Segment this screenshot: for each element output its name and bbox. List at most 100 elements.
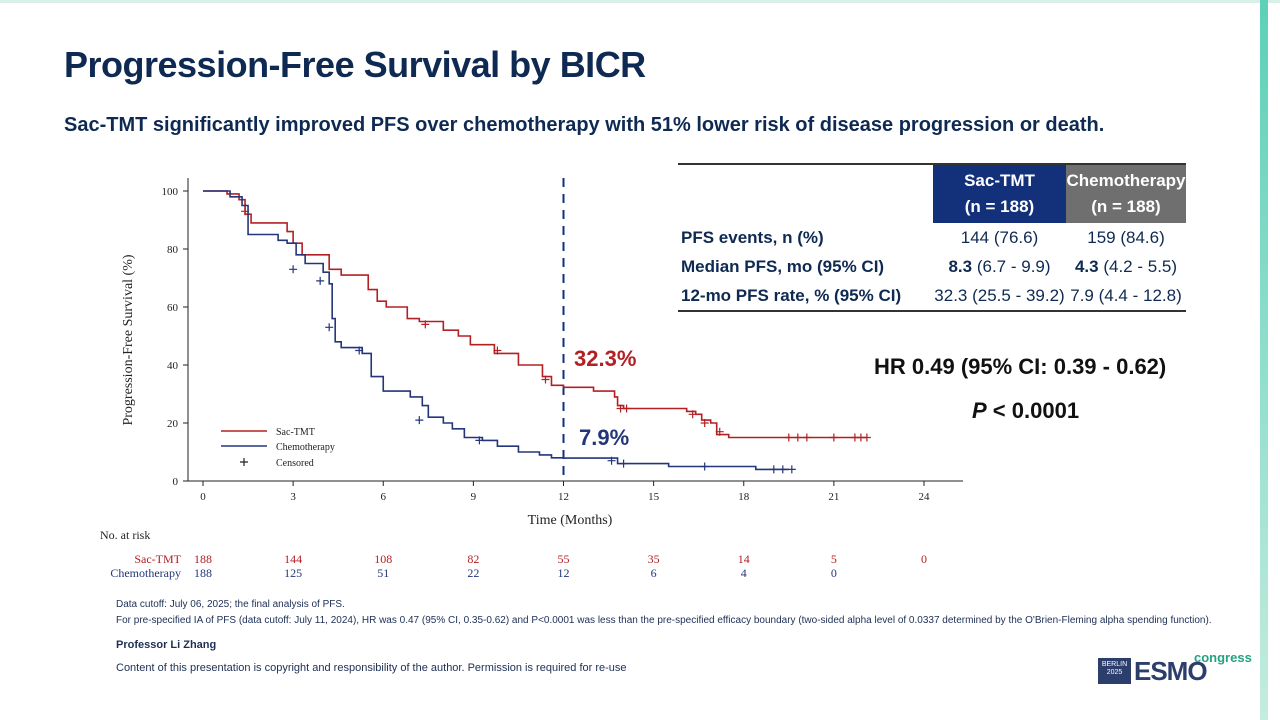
x-tick-label: 6 bbox=[381, 491, 387, 503]
at-risk-count: 35 bbox=[647, 552, 660, 566]
at-risk-count: 55 bbox=[557, 552, 570, 566]
sac-tmt-cell-value: 32.3 (25.5 - 39.2) bbox=[934, 285, 1065, 305]
chemotherapy-censor-mark bbox=[475, 436, 484, 445]
logo-city: BERLIN bbox=[1101, 661, 1128, 668]
sac-tmt-censor-mark bbox=[421, 320, 430, 329]
chemotherapy-censor-mark bbox=[619, 459, 628, 468]
sac-tmt-censor-mark bbox=[622, 404, 631, 413]
y-tick-label: 60 bbox=[167, 302, 179, 314]
chemo-cell: 159 (84.6) bbox=[1066, 223, 1186, 252]
x-tick-label: 12 bbox=[558, 491, 569, 503]
footnote-interim-analysis: For pre-specified IA of PFS (data cutoff… bbox=[116, 615, 1212, 626]
chemotherapy-censor-mark bbox=[415, 416, 424, 425]
pfs-summary-table: Sac-TMT (n = 188) Chemotherapy (n = 188)… bbox=[678, 163, 1186, 312]
at-risk-count: 22 bbox=[467, 566, 480, 580]
at-risk-row-label: Chemotherapy bbox=[110, 566, 181, 580]
sac-tmt-cell: 8.3 (6.7 - 9.9) bbox=[933, 252, 1066, 281]
sac-tmt-cell-value: 144 (76.6) bbox=[960, 227, 1039, 247]
page-subtitle: Sac-TMT significantly improved PFS over … bbox=[64, 114, 1105, 136]
at-risk-count: 0 bbox=[921, 552, 927, 566]
at-risk-count: 12 bbox=[557, 566, 570, 580]
right-accent-bar bbox=[1260, 0, 1268, 720]
chemotherapy-curve bbox=[203, 190, 789, 471]
chemo-cell: 7.9 (4.4 - 12.8) bbox=[1066, 281, 1186, 312]
chemotherapy-censor-mark bbox=[700, 462, 709, 471]
chemotherapy-censor-mark bbox=[769, 465, 778, 474]
chemotherapy-censor-mark bbox=[316, 276, 325, 285]
y-tick-label: 80 bbox=[167, 244, 179, 256]
sac-tmt-censor-mark bbox=[802, 433, 811, 442]
sac-tmt-censor-mark bbox=[829, 433, 838, 442]
logo-city-badge: BERLIN 2025 bbox=[1098, 658, 1131, 684]
chemo-cell-value: 159 (84.6) bbox=[1087, 227, 1165, 247]
annotation-label: 32.3% bbox=[574, 346, 636, 371]
at-risk-count: 4 bbox=[740, 566, 747, 580]
sac-tmt-censor-mark bbox=[688, 410, 697, 419]
annotation-label: 7.9% bbox=[579, 425, 629, 450]
logo-year: 2025 bbox=[1106, 669, 1123, 676]
presenter-name: Professor Li Zhang bbox=[116, 639, 217, 651]
at-risk-count: 188 bbox=[194, 552, 212, 566]
at-risk-count: 188 bbox=[194, 566, 212, 580]
sac-tmt-cell-value: (6.7 - 9.9) bbox=[972, 256, 1051, 276]
row-label: 12-mo PFS rate, % (95% CI) bbox=[678, 281, 933, 312]
chemotherapy-censor-mark bbox=[325, 323, 334, 332]
sac-tmt-censor-mark bbox=[793, 433, 802, 442]
logo-brand: ESMO bbox=[1134, 656, 1208, 686]
hazard-ratio: HR 0.49 (95% CI: 0.39 - 0.62) bbox=[874, 354, 1167, 379]
p-value-text: < 0.0001 bbox=[986, 398, 1080, 423]
chemo-cell-value: 7.9 (4.4 - 12.8) bbox=[1070, 285, 1182, 305]
chemotherapy-censor-mark bbox=[289, 265, 298, 274]
table-row: 12-mo PFS rate, % (95% CI) 32.3 (25.5 - … bbox=[678, 281, 1186, 312]
at-risk-count: 5 bbox=[830, 552, 837, 566]
sac-tmt-censor-mark bbox=[493, 346, 502, 355]
sac-tmt-censor-mark bbox=[700, 419, 709, 427]
x-tick-label: 3 bbox=[290, 491, 296, 503]
sac-tmt-curve bbox=[203, 190, 867, 439]
legend-label: Censored bbox=[276, 458, 314, 469]
sac-tmt-censor-mark bbox=[541, 375, 550, 384]
at-risk-row-label: Sac-TMT bbox=[134, 552, 181, 566]
chemo-header-name: Chemotherapy bbox=[1066, 171, 1186, 190]
table-corner bbox=[678, 163, 933, 223]
chemo-header-n: (n = 188) bbox=[1091, 197, 1161, 216]
legend-censor-symbol bbox=[240, 458, 248, 466]
table-header-row: Sac-TMT (n = 188) Chemotherapy (n = 188) bbox=[678, 163, 1186, 223]
sac-tmt-header-n: (n = 188) bbox=[964, 197, 1035, 216]
x-axis-label: Time (Months) bbox=[528, 513, 613, 528]
chemo-cell: 4.3 (4.2 - 5.5) bbox=[1066, 252, 1186, 281]
y-tick-label: 0 bbox=[173, 476, 179, 488]
page-title: Progression-Free Survival by BICR bbox=[64, 44, 646, 85]
sac-tmt-cell: 144 (76.6) bbox=[933, 223, 1066, 252]
sac-tmt-censor-mark bbox=[862, 433, 871, 442]
legend-label: Sac-TMT bbox=[276, 427, 315, 438]
p-label: P bbox=[972, 398, 987, 423]
row-label: Median PFS, mo (95% CI) bbox=[681, 256, 885, 276]
p-value: P < 0.0001 bbox=[972, 398, 1079, 424]
sac-tmt-header-name: Sac-TMT bbox=[964, 171, 1035, 190]
at-risk-count: 144 bbox=[284, 552, 303, 566]
sac-tmt-header: Sac-TMT (n = 188) bbox=[933, 163, 1066, 223]
y-tick-label: 20 bbox=[167, 418, 179, 430]
chemotherapy-censor-mark bbox=[787, 465, 796, 474]
at-risk-count: 108 bbox=[374, 552, 393, 566]
chemo-cell-bold: 4.3 bbox=[1074, 256, 1099, 276]
sac-tmt-censor-mark bbox=[784, 433, 793, 442]
at-risk-count: 125 bbox=[284, 566, 303, 580]
y-tick-label: 100 bbox=[162, 186, 179, 198]
x-tick-label: 0 bbox=[200, 491, 206, 503]
row-label: PFS events, n (%) bbox=[681, 227, 824, 247]
x-tick-label: 9 bbox=[471, 491, 477, 503]
at-risk-count: 82 bbox=[467, 552, 480, 566]
footnote-data-cutoff: Data cutoff: July 06, 2025; the final an… bbox=[116, 599, 345, 610]
at-risk-title: No. at risk bbox=[100, 528, 151, 542]
top-accent-bar bbox=[0, 0, 1280, 3]
logo-word: congress bbox=[1194, 650, 1252, 665]
chemo-cell-value: (4.2 - 5.5) bbox=[1098, 256, 1178, 276]
at-risk-count: 6 bbox=[650, 566, 657, 580]
sac-tmt-censor-mark bbox=[715, 427, 724, 436]
table-row: PFS events, n (%) 144 (76.6) 159 (84.6) bbox=[678, 223, 1186, 252]
at-risk-count: 51 bbox=[377, 566, 390, 580]
sac-tmt-cell-bold: 8.3 bbox=[948, 256, 973, 276]
